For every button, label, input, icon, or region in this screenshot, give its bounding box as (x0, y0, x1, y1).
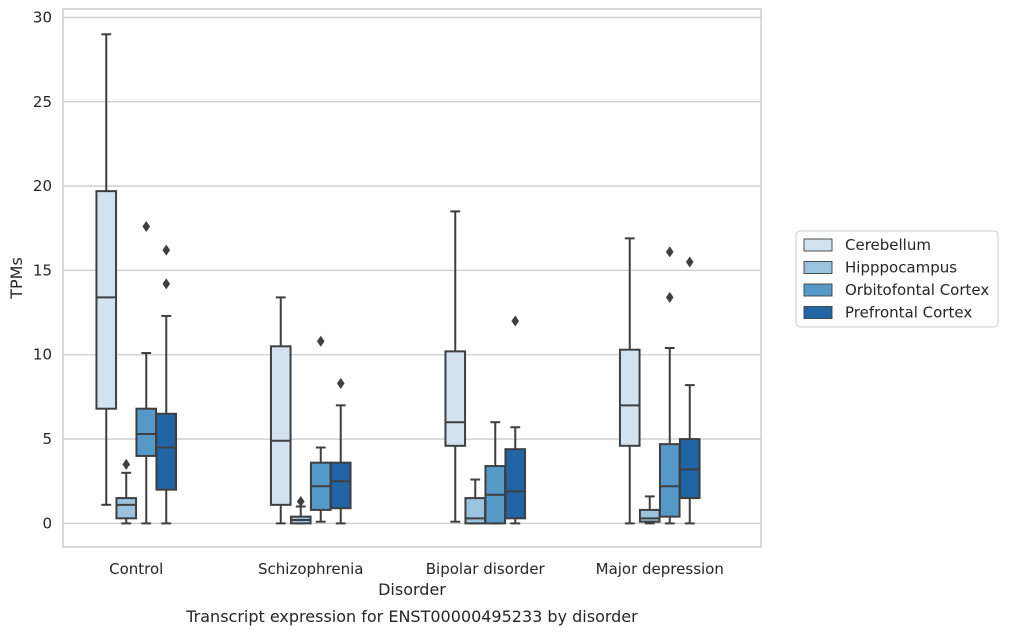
box-prefrontal-cortex (504, 315, 527, 525)
box-prefrontal-cortex (678, 256, 701, 525)
legend-swatch (803, 261, 833, 274)
box-iqr (135, 407, 158, 457)
box-iqr (269, 345, 292, 506)
y-tick-label: 20 (33, 177, 52, 195)
outlier-point (685, 256, 694, 268)
box-iqr (329, 461, 352, 510)
outlier-point (511, 315, 520, 327)
legend-label: Orbitofontal Cortex (845, 281, 989, 299)
x-tick-label: Schizophrenia (258, 560, 363, 578)
legend-frame (795, 230, 999, 328)
legend: Cerebellum Hipppocampus Orbitofontal Corte… (795, 230, 999, 328)
outlier-point (122, 458, 131, 470)
x-tick-label: Major depression (596, 560, 724, 578)
plot-frame (62, 8, 762, 548)
legend-swatch (803, 238, 833, 252)
grid-lines (63, 16, 761, 525)
box-orbitofontal-cortex (658, 246, 681, 525)
box-iqr (618, 348, 641, 447)
box-prefrontal-cortex (329, 377, 352, 525)
y-tick-label: 5 (42, 430, 52, 448)
y-tick-label: 25 (33, 93, 52, 111)
x-tick-labels: Control Schizophrenia Bipolar disorder Majo… (109, 560, 724, 578)
box-orbitofontal-cortex (484, 421, 507, 525)
legend-swatch (803, 283, 833, 297)
outlier-point (142, 221, 151, 233)
box-orbitofontal-cortex (135, 221, 158, 525)
box-iqr (464, 497, 487, 525)
outlier-point (162, 244, 171, 256)
outlier-point (665, 291, 674, 303)
box-series (95, 33, 701, 525)
box-cerebellum (95, 33, 118, 506)
y-tick-label: 0 (42, 514, 52, 532)
box-hipppocampus (638, 495, 661, 525)
box-iqr (504, 448, 527, 520)
box-cerebellum (269, 296, 292, 525)
y-tick-label: 10 (33, 346, 52, 364)
y-tick-label: 30 (33, 8, 52, 26)
box-iqr (444, 350, 467, 447)
box-prefrontal-cortex (155, 244, 178, 525)
box-iqr (658, 443, 681, 518)
chart-caption: Transcript expression for ENST0000049523… (185, 607, 638, 626)
outlier-point (665, 246, 674, 258)
legend-label: Cerebellum (845, 236, 931, 254)
box-iqr (155, 412, 178, 491)
x-tick-label: Control (109, 560, 163, 578)
x-tick-label: Bipolar disorder (426, 560, 546, 578)
box-orbitofontal-cortex (309, 335, 332, 523)
y-tick-label: 15 (33, 261, 52, 279)
y-tick-labels: 0 5 10 15 20 25 30 (33, 8, 52, 532)
x-axis-title: Disorder (378, 580, 446, 599)
box-cerebellum (444, 210, 467, 523)
outlier-point (296, 495, 305, 507)
box-hipppocampus (289, 495, 312, 525)
box-iqr (95, 190, 118, 410)
outlier-point (316, 335, 325, 347)
box-cerebellum (618, 237, 641, 525)
box-hipppocampus (464, 478, 487, 525)
legend-label: Prefrontal Cortex (845, 304, 972, 322)
y-axis-title: TPMs (7, 257, 26, 300)
legend-label: Hipppocampus (845, 259, 957, 277)
outlier-point (336, 377, 345, 389)
legend-swatch (803, 306, 833, 319)
outlier-point (162, 278, 171, 290)
box-iqr (638, 508, 661, 523)
box-hipppocampus (115, 458, 138, 525)
box-iqr (115, 497, 138, 520)
